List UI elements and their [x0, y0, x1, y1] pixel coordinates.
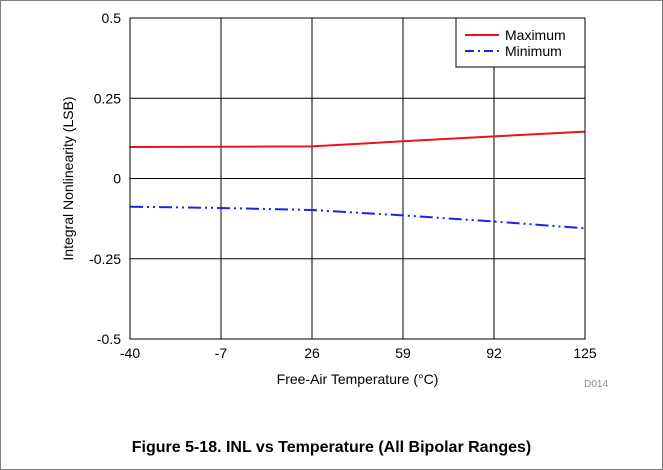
y-tick-label: 0.5 — [102, 10, 122, 26]
legend: Maximum Minimum — [455, 17, 586, 68]
x-tick-label: 26 — [304, 345, 320, 361]
y-axis-title: Integral Nonlinearity (LSB) — [60, 96, 76, 260]
x-tick-labels: -40 -7 26 59 92 125 — [120, 345, 597, 361]
x-tick-label: -7 — [215, 345, 228, 361]
y-tick-label: 0 — [113, 171, 121, 187]
x-tick-label: 125 — [573, 345, 597, 361]
series-line-maximum — [129, 130, 586, 148]
x-tick-label: 59 — [395, 345, 411, 361]
y-tick-label: -0.25 — [89, 251, 121, 267]
series-lines — [129, 130, 586, 230]
legend-box — [455, 17, 586, 68]
legend-label-minimum: Minimum — [505, 43, 562, 59]
x-tick-label: 92 — [486, 345, 502, 361]
x-tick-label: -40 — [120, 345, 140, 361]
plot-area-border — [129, 17, 586, 340]
y-tick-label: 0.25 — [94, 90, 121, 106]
legend-label-maximum: Maximum — [505, 27, 566, 43]
x-axis-title: Free-Air Temperature (°C) — [277, 371, 439, 387]
y-tick-labels: 0.5 0.25 0 -0.25 -0.5 — [89, 10, 121, 347]
grid-lines — [130, 18, 585, 339]
series-line-minimum — [129, 205, 586, 230]
figure-caption: Figure 5-18. INL vs Temperature (All Bip… — [131, 439, 532, 456]
y-tick-label: -0.5 — [97, 331, 121, 347]
figure-tag: D014 — [584, 379, 608, 390]
